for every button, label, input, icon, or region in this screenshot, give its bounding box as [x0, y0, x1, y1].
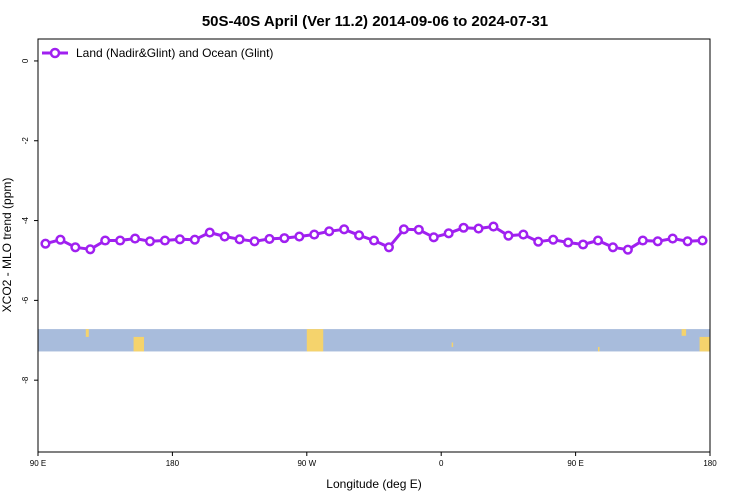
data-point: [697, 235, 708, 246]
data-point: [368, 235, 380, 246]
data-point: [294, 231, 305, 242]
data-point: [339, 224, 350, 235]
data-point: [637, 235, 648, 246]
data-point: [324, 226, 335, 237]
land-ocean-band: [38, 329, 710, 352]
data-point: [592, 235, 604, 246]
data-point: [443, 228, 454, 239]
data-point: [428, 232, 439, 243]
ocean-band: [38, 329, 710, 352]
data-point: [174, 234, 185, 245]
data-point: [115, 235, 126, 246]
data-point: [130, 233, 141, 244]
data-point: [458, 222, 469, 233]
data-point: [413, 224, 424, 235]
data-point: [204, 227, 215, 238]
data-point: [518, 229, 529, 240]
land-patch: [598, 346, 600, 352]
legend: Land (Nadir&Glint) and Ocean (Glint): [42, 46, 273, 60]
y-tick-label: -8: [21, 376, 30, 384]
y-axis-label: XCO2 - MLO trend (ppm): [0, 178, 14, 313]
x-tick-label: 180: [166, 459, 180, 468]
data-point: [279, 233, 290, 244]
data-point: [563, 237, 574, 248]
data-point: [100, 235, 111, 246]
data-point: [40, 238, 51, 249]
x-axis: 90 E 180 90 W 0 90 E 180: [30, 452, 717, 468]
land-patch: [85, 329, 89, 337]
land-patch: [699, 336, 710, 352]
legend-label: Land (Nadir&Glint) and Ocean (Glint): [76, 46, 273, 60]
land-patch: [133, 336, 145, 352]
data-point: [249, 236, 260, 247]
x-axis-label: Longitude (deg E): [326, 477, 421, 491]
x-tick-label: 180: [703, 459, 717, 468]
data-point: [622, 244, 633, 255]
land-patch: [681, 329, 687, 336]
land-patch: [451, 342, 454, 347]
data-point: [354, 230, 365, 241]
data-point: [652, 236, 663, 247]
y-tick-label: 0: [21, 58, 30, 63]
x-tick-label: 90 E: [567, 459, 583, 468]
legend-marker: [49, 47, 61, 59]
data-point: [607, 242, 618, 253]
data-point: [578, 239, 589, 250]
data-point: [503, 230, 514, 241]
data-point: [548, 234, 559, 245]
data-point: [189, 234, 200, 245]
data-point: [488, 221, 499, 232]
chart-title: 50S-40S April (Ver 11.2) 2014-09-06 to 2…: [202, 13, 548, 30]
x-tick-label: 90 E: [30, 459, 46, 468]
x-tick-label: 90 W: [297, 459, 316, 468]
y-tick-label: -6: [21, 296, 30, 304]
data-point: [55, 234, 66, 245]
y-axis: 0 -2 -4 -6 -8: [21, 58, 38, 384]
y-tick-label: -2: [21, 137, 30, 145]
data-point: [398, 224, 409, 235]
data-point: [144, 236, 156, 247]
x-tick-label: 0: [439, 459, 444, 468]
data-point: [383, 242, 394, 253]
data-point: [234, 234, 245, 245]
data-point: [309, 229, 320, 240]
land-patch: [306, 329, 324, 352]
data-point: [682, 236, 693, 247]
data-point: [159, 235, 170, 246]
data-point: [667, 233, 678, 244]
data-point: [473, 223, 484, 234]
plot-frame: [37, 38, 711, 453]
y-tick-label: -4: [21, 216, 30, 224]
data-point: [85, 244, 96, 255]
data-point: [70, 242, 81, 253]
data-point: [264, 233, 275, 244]
data-point: [533, 236, 544, 247]
data-point: [219, 231, 230, 242]
series-layer: [40, 221, 708, 255]
